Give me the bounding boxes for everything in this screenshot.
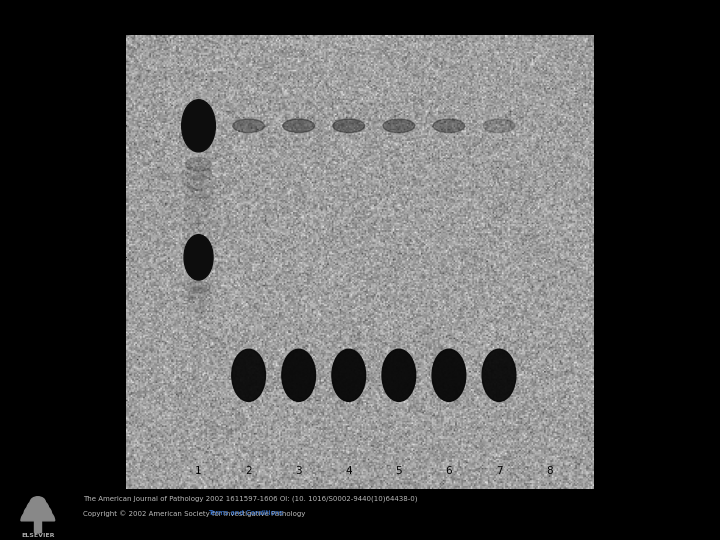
Wedge shape [27,500,48,508]
Wedge shape [30,497,45,502]
Ellipse shape [432,349,466,401]
Text: ELSEVIER: ELSEVIER [21,534,55,538]
Ellipse shape [185,176,212,190]
Ellipse shape [383,119,415,133]
Bar [34,518,42,532]
Text: 2: 2 [246,465,252,476]
Text: 8: 8 [546,465,552,476]
Text: probe: probe [90,129,122,139]
Ellipse shape [185,167,212,180]
Text: The American Journal of Pathology 2002 1611597-1606 OI: (10. 1016/S0002-9440(10): The American Journal of Pathology 2002 1… [83,496,418,502]
Ellipse shape [187,293,210,304]
Ellipse shape [232,349,266,401]
Text: Figure 4: Figure 4 [332,19,388,33]
Ellipse shape [184,194,213,207]
Text: 7: 7 [495,465,503,476]
Text: 4: 4 [346,465,352,476]
Text: connexin43: connexin43 [59,102,122,112]
Text: mRNA: mRNA [601,129,634,139]
Text: mRNA: mRNA [601,378,634,388]
Text: connexin43: connexin43 [601,105,665,115]
Text: GAPDH: GAPDH [601,354,640,364]
Ellipse shape [482,349,516,401]
Ellipse shape [181,100,215,152]
Ellipse shape [184,203,214,217]
Ellipse shape [186,158,212,171]
Ellipse shape [233,119,264,133]
Ellipse shape [332,349,366,401]
Wedge shape [24,504,52,514]
Ellipse shape [184,185,213,198]
Ellipse shape [187,287,210,298]
Ellipse shape [187,281,210,293]
Ellipse shape [282,349,315,401]
Text: GAPDH: GAPDH [84,235,122,246]
Text: 3: 3 [295,465,302,476]
Ellipse shape [433,119,465,133]
Wedge shape [21,508,55,521]
Ellipse shape [184,235,213,280]
Ellipse shape [483,119,515,133]
Ellipse shape [283,119,315,133]
Ellipse shape [333,119,364,133]
Text: probe: probe [90,260,122,270]
Text: 5: 5 [395,465,402,476]
Text: Terms and Conditions: Terms and Conditions [208,510,283,516]
Text: 1: 1 [195,465,202,476]
Text: 6: 6 [446,465,452,476]
Text: Copyright © 2002 American Society for Investigative Pathology: Copyright © 2002 American Society for In… [83,510,307,517]
Ellipse shape [382,349,415,401]
